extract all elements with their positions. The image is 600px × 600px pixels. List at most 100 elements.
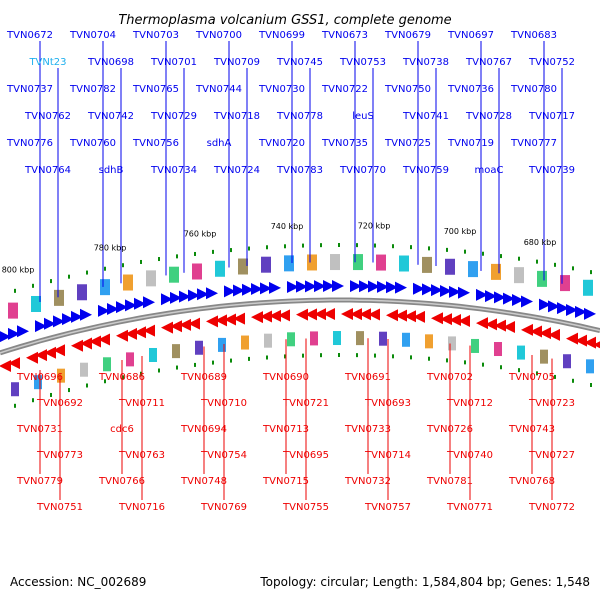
forward-gene-label: TVN0704 [69, 30, 116, 41]
feature-block [491, 263, 501, 280]
forward-gene-arrow [296, 280, 308, 293]
reverse-gene-label: TVN0766 [98, 476, 145, 487]
reverse-gene-arrow [521, 323, 533, 336]
reverse-gene-label: TVN0779 [16, 476, 63, 487]
reverse-gene-label: TVN0751 [36, 502, 83, 513]
feature-block [540, 349, 548, 364]
reverse-gene-arrow [584, 336, 596, 349]
scale-tick [86, 383, 88, 388]
reverse-gene-arrow [593, 341, 600, 349]
reverse-gene-arrow [548, 328, 560, 341]
forward-gene-arrow [368, 280, 380, 293]
scale-tick [518, 256, 520, 261]
scale-tick [248, 356, 250, 361]
scale-tick [158, 368, 160, 373]
forward-gene-arrow [116, 301, 128, 314]
reverse-gene-arrow [404, 310, 416, 323]
feature-block [172, 344, 180, 359]
reverse-gene-arrow [233, 312, 245, 325]
feature-block [8, 302, 18, 319]
forward-gene-arrow [80, 308, 92, 321]
reverse-gene-arrow [161, 321, 173, 334]
feature-block [218, 337, 226, 352]
reverse-gene-label: TVN0695 [282, 450, 329, 461]
reverse-gene-arrow [0, 359, 11, 372]
scale-tick [194, 362, 196, 367]
reverse-gene-arrow [341, 308, 353, 321]
forward-gene-arrow [503, 292, 515, 305]
scale-label: 680 kbp [524, 238, 557, 247]
reverse-gene-label: TVN0743 [508, 424, 555, 435]
scale-tick [68, 274, 70, 279]
scale-tick [230, 358, 232, 363]
forward-gene-label: TVN0717 [528, 111, 575, 122]
forward-gene-label: TVN0738 [402, 57, 449, 68]
feature-block [149, 347, 157, 362]
reverse-gene-label: TVN0773 [36, 450, 83, 461]
feature-block [100, 279, 110, 296]
forward-gene-label: TVN0780 [510, 84, 557, 95]
reverse-gene-label: TVN0711 [118, 398, 165, 409]
scale-tick [392, 354, 394, 359]
scale-tick [410, 355, 412, 360]
scale-label: 760 kbp [184, 229, 217, 238]
scale-tick [212, 360, 214, 365]
scale-tick [590, 383, 592, 388]
feature-block [425, 334, 433, 349]
forward-gene-arrow [233, 284, 245, 297]
reverse-gene-arrow [314, 308, 326, 321]
reverse-gene-arrow [503, 320, 515, 333]
forward-gene-label: TVN0750 [384, 84, 431, 95]
forward-gene-label: TVN0777 [510, 138, 557, 149]
accession-text: Accession: NC_002689 [10, 575, 146, 589]
feature-block [77, 284, 87, 301]
feature-block [192, 263, 202, 280]
scale-tick [428, 356, 430, 361]
reverse-gene-arrow [26, 351, 38, 364]
forward-gene-label: sdhA [207, 138, 232, 149]
feature-block [353, 254, 363, 271]
scale-tick [428, 246, 430, 251]
feature-block [448, 336, 456, 351]
forward-gene-arrow [386, 281, 398, 294]
reverse-gene-label: TVN0713 [262, 424, 309, 435]
reverse-gene-arrow [215, 314, 227, 327]
scale-tick [32, 398, 34, 403]
genome-summary: Topology: circular; Length: 1,584,804 bp… [259, 575, 590, 589]
map-geometry [0, 41, 600, 500]
reverse-gene-arrow [476, 317, 488, 330]
reverse-gene-arrow [89, 335, 101, 348]
forward-gene-arrow [458, 286, 470, 299]
scale-tick [266, 245, 268, 250]
feature-block [146, 270, 156, 287]
forward-gene-label: TVN0724 [213, 165, 260, 176]
scale-tick [104, 266, 106, 271]
reverse-gene-label: TVN0754 [200, 450, 247, 461]
forward-gene-label: TVN0725 [384, 138, 431, 149]
scale-label: 780 kbp [94, 243, 127, 252]
forward-gene-arrow [431, 284, 443, 297]
forward-gene-arrow [332, 280, 344, 293]
forward-gene-label: TVN0700 [195, 30, 242, 41]
reverse-gene-label: TVN0768 [508, 476, 555, 487]
forward-gene-label: TVN0765 [132, 84, 179, 95]
forward-gene-label: TVN0703 [132, 30, 179, 41]
scale-tick [176, 365, 178, 370]
reverse-gene-arrow [80, 337, 92, 350]
forward-gene-label: moaC [475, 165, 504, 176]
reverse-gene-label: TVN0715 [262, 476, 309, 487]
forward-gene-label: TVN0778 [276, 111, 323, 122]
reverse-gene-arrow [458, 314, 470, 327]
feature-block [563, 354, 571, 369]
scale-tick [446, 247, 448, 252]
reverse-gene-label: TVN0694 [180, 424, 227, 435]
forward-gene-arrow [440, 284, 452, 297]
reverse-gene-label: TVN0696 [16, 372, 63, 383]
scale-tick [68, 388, 70, 393]
scale-tick [32, 283, 34, 288]
forward-gene-label: TVN0782 [69, 84, 116, 95]
reverse-gene-label: TVN0712 [446, 398, 493, 409]
reverse-gene-arrow [260, 310, 272, 323]
forward-gene-label: TVN0718 [213, 111, 260, 122]
map-title: Thermoplasma volcanium GSS1, complete ge… [118, 13, 451, 28]
